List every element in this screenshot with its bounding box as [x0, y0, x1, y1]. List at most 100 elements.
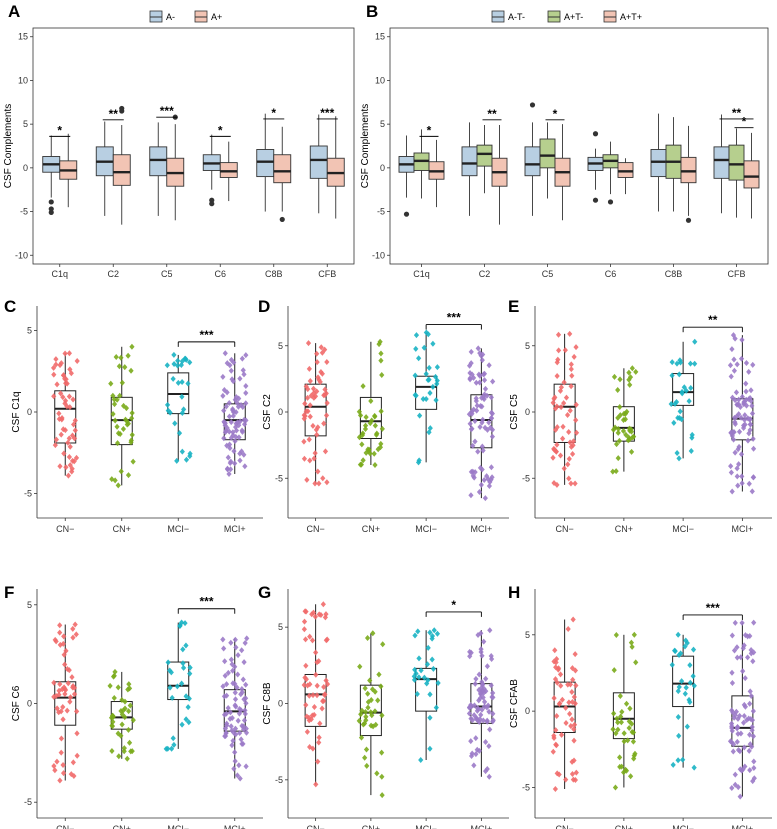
data-point	[569, 372, 575, 379]
data-point	[729, 346, 735, 353]
data-point	[626, 725, 632, 732]
data-point	[51, 393, 57, 400]
data-point	[553, 727, 559, 734]
data-point	[238, 736, 244, 743]
data-point	[487, 726, 493, 733]
data-point	[750, 435, 756, 442]
data-point	[484, 765, 490, 772]
data-point	[301, 618, 308, 625]
data-point	[244, 635, 250, 642]
data-point	[223, 403, 229, 410]
data-point	[558, 384, 564, 391]
data-point	[486, 773, 492, 780]
data-point	[230, 407, 236, 414]
data-point	[571, 353, 577, 360]
data-point	[362, 709, 369, 716]
data-point	[302, 400, 308, 407]
data-point	[314, 359, 320, 366]
data-point	[107, 682, 113, 689]
data-point	[60, 426, 66, 433]
data-point	[486, 743, 492, 750]
data-point	[688, 384, 694, 391]
data-point	[60, 762, 66, 769]
data-point	[423, 370, 429, 377]
data-point	[56, 410, 62, 417]
data-point	[557, 671, 564, 678]
data-point	[746, 430, 752, 437]
data-point	[416, 355, 422, 362]
x-tick-label: C6	[214, 269, 226, 279]
data-point	[368, 697, 374, 704]
data-point	[481, 685, 487, 692]
data-point	[243, 681, 249, 688]
x-tick-label: CN+	[615, 524, 633, 534]
data-point	[623, 700, 630, 707]
data-point	[363, 717, 369, 724]
data-point	[618, 713, 624, 720]
significance-label: **	[708, 313, 718, 327]
data-point	[425, 331, 431, 338]
data-point	[479, 687, 485, 694]
data-point	[470, 442, 476, 449]
data-point	[362, 754, 368, 761]
data-point	[733, 389, 740, 396]
data-point	[682, 643, 688, 650]
data-point	[675, 757, 681, 764]
data-point	[375, 446, 381, 453]
data-point	[120, 707, 126, 714]
data-point	[631, 631, 637, 638]
data-point	[488, 409, 495, 416]
data-point	[71, 684, 78, 691]
data-point	[558, 404, 564, 411]
data-point	[674, 360, 680, 367]
data-point	[554, 712, 560, 719]
data-point	[477, 372, 483, 379]
data-point	[170, 735, 176, 742]
data-point	[307, 633, 313, 640]
data-point	[377, 338, 383, 345]
data-point	[226, 470, 232, 477]
y-tick-label: 15	[18, 32, 28, 42]
box	[415, 667, 438, 712]
data-point	[749, 410, 756, 417]
data-point	[320, 698, 326, 705]
data-point	[312, 480, 318, 487]
y-tick-label: 5	[278, 341, 283, 351]
data-point	[553, 664, 559, 671]
data-point	[222, 672, 228, 679]
data-point	[179, 393, 185, 400]
data-point	[180, 646, 186, 653]
data-point	[566, 475, 572, 482]
data-point	[357, 663, 363, 670]
data-point	[619, 708, 625, 715]
data-point	[738, 414, 744, 421]
data-point	[372, 688, 378, 695]
data-point	[379, 712, 385, 719]
data-point	[467, 420, 473, 427]
data-point	[489, 655, 495, 662]
data-point	[378, 350, 384, 357]
data-point	[234, 399, 240, 406]
data-point	[230, 432, 236, 439]
x-tick-label: MCI+	[224, 824, 246, 829]
data-point	[312, 613, 319, 620]
data-point	[481, 689, 487, 696]
data-point	[625, 434, 632, 441]
data-point	[736, 428, 743, 435]
data-point	[71, 691, 78, 698]
outlier-point	[279, 216, 285, 223]
data-point	[628, 426, 634, 433]
data-point	[476, 489, 483, 496]
outlier-point	[403, 211, 410, 217]
data-point	[469, 425, 475, 432]
data-point	[180, 664, 187, 671]
x-tick-label: CN+	[113, 824, 131, 829]
data-point	[613, 441, 620, 448]
data-point	[552, 647, 558, 654]
panel-label-e: E	[508, 297, 519, 316]
data-point	[222, 429, 228, 436]
x-tick-label: CN−	[56, 524, 74, 534]
data-point	[741, 642, 747, 649]
y-tick-label: -5	[24, 489, 32, 499]
data-point	[316, 376, 322, 383]
